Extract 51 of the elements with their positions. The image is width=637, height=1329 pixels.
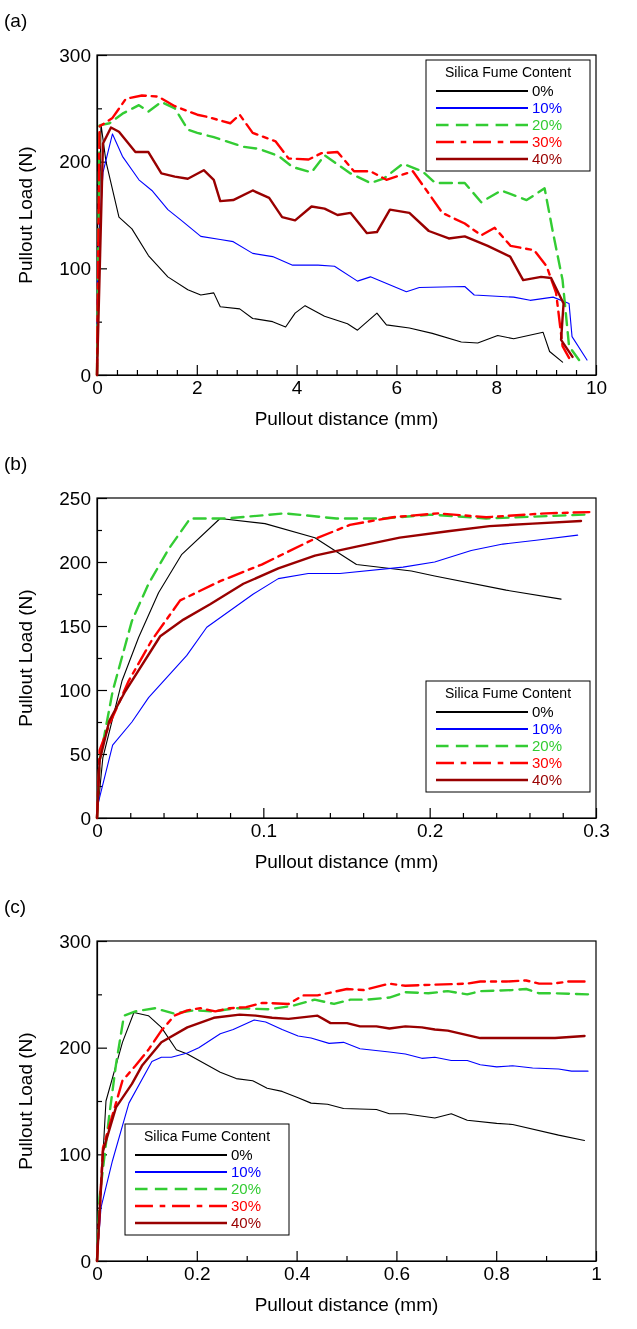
text: 10%: [532, 99, 563, 116]
x-tick-label: 0.4: [283, 1263, 311, 1285]
text: 40%: [231, 1214, 262, 1231]
x-tick-label: 1: [591, 1263, 602, 1285]
chart-title: (c): [4, 896, 27, 917]
legend-title: Silica Fume Content: [143, 1128, 271, 1144]
text: 30%: [532, 754, 563, 771]
y-tick-label: 100: [59, 679, 91, 701]
x-axis-title: Pullout distance (mm): [254, 408, 439, 429]
legend-title: Silica Fume Content: [444, 64, 572, 80]
text: 0%: [231, 1146, 253, 1163]
y-tick-label: 300: [59, 930, 91, 952]
x-tick-label: 0.3: [583, 820, 610, 842]
x-tick-label: 0.6: [383, 1263, 411, 1285]
chart-title: (b): [4, 453, 28, 474]
text: 20%: [532, 737, 563, 754]
y-axis-title: Pullout Load (N): [15, 1032, 36, 1170]
x-tick-label: 0.1: [250, 820, 278, 842]
y-tick-label: 100: [59, 257, 91, 279]
text: 10%: [532, 720, 563, 737]
y-tick-label: 100: [59, 1143, 91, 1165]
x-axis-title: Pullout distance (mm): [254, 1294, 439, 1315]
x-tick-label: 4: [291, 377, 303, 399]
text: 40%: [532, 150, 563, 167]
text: 20%: [231, 1180, 262, 1197]
x-tick-label: 8: [491, 377, 502, 399]
chart-title: (a): [4, 10, 28, 31]
text: 20%: [532, 116, 563, 133]
text: 40%: [532, 771, 563, 788]
y-tick-label: 50: [69, 743, 91, 765]
text: 30%: [532, 133, 563, 150]
legend-title: Silica Fume Content: [444, 685, 572, 701]
y-tick-label: 250: [59, 487, 91, 509]
x-axis-title: Pullout distance (mm): [254, 851, 439, 872]
x-tick-label: 0.2: [416, 820, 444, 842]
x-tick-label: 0.2: [184, 1263, 211, 1285]
y-tick-label: 300: [59, 44, 91, 66]
x-tick-label: 0.8: [483, 1263, 510, 1285]
text: 10%: [231, 1163, 262, 1180]
text: 30%: [231, 1197, 262, 1214]
y-tick-label: 200: [59, 1037, 91, 1059]
y-tick-label: 200: [59, 551, 91, 573]
y-axis-title: Pullout Load (N): [15, 146, 36, 284]
text: 0%: [532, 703, 554, 720]
x-tick-label: 2: [192, 377, 203, 399]
x-tick-label: 10: [585, 377, 608, 399]
text: 0%: [532, 82, 554, 99]
x-tick-label: 6: [391, 377, 403, 399]
y-tick-label: 200: [59, 151, 91, 173]
y-tick-label: 150: [59, 615, 91, 637]
y-axis-title: Pullout Load (N): [15, 589, 36, 727]
